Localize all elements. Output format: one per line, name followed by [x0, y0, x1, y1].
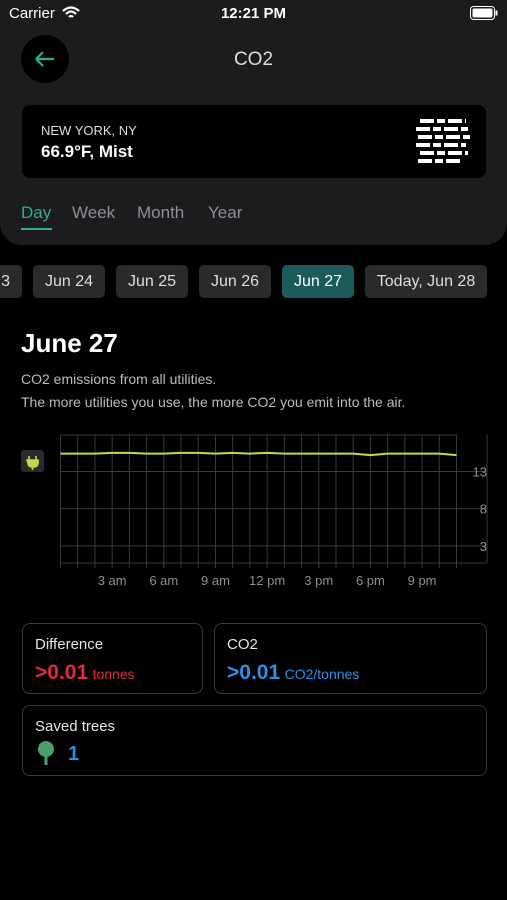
plug-icon: [25, 456, 39, 470]
date-chip[interactable]: Jun 26: [199, 265, 271, 298]
back-button[interactable]: [21, 35, 69, 83]
x-tick-label: 3 pm: [304, 573, 333, 588]
x-tick-label: 9 am: [201, 573, 230, 588]
value: 1: [68, 743, 80, 765]
card-label: Difference: [35, 636, 104, 653]
description-line: The more utilities you use, the more CO2…: [21, 394, 406, 410]
unit: CO2/tonnes: [284, 666, 360, 682]
card-value: >0.01 tonnes: [35, 661, 135, 685]
co2-card: CO2 >0.01 CO2/tonnes: [214, 623, 487, 694]
card-label: Saved trees: [35, 718, 116, 735]
y-tick-label: 13: [473, 464, 487, 479]
x-tick-label: 9 pm: [408, 573, 437, 588]
value: >0.01: [35, 661, 89, 684]
tab[interactable]: Year: [208, 203, 243, 222]
heading: June 27: [21, 328, 118, 358]
card-label: CO2: [227, 636, 258, 653]
date-chip[interactable]: 3: [0, 265, 22, 298]
page-title: CO2: [233, 49, 274, 70]
date-chip[interactable]: Jun 27: [282, 265, 354, 298]
tab[interactable]: Week: [72, 203, 116, 222]
weather-card: NEW YORK, NY 66.9°F, Mist: [22, 105, 486, 178]
unit: tonnes: [92, 666, 135, 682]
carrier: Carrier: [9, 5, 55, 22]
tab-indicator: [21, 228, 52, 230]
date-chip[interactable]: Jun 25: [116, 265, 188, 298]
y-tick-label: 8: [480, 502, 487, 517]
clock: 12:21 PM: [220, 5, 287, 22]
location: NEW YORK, NY: [41, 123, 137, 138]
x-tick-label: 6 am: [149, 573, 178, 588]
value: >0.01: [227, 661, 281, 684]
tree-icon: [38, 741, 54, 765]
battery-icon: [470, 6, 498, 20]
date-chip[interactable]: Jun 24: [33, 265, 105, 298]
chart: 3 8 13 3 am 6 am 9 am 12 pm 3 pm 6 pm 9 pm: [21, 434, 488, 588]
x-tick-label: 12 pm: [249, 573, 285, 588]
difference-card: Difference >0.01 tonnes: [22, 623, 203, 694]
tab[interactable]: Month: [137, 203, 185, 222]
date-chip[interactable]: Today, Jun 28: [365, 265, 487, 298]
trees-card: Saved trees 1: [22, 705, 487, 776]
description-line: CO2 emissions from all utilities.: [21, 371, 217, 387]
card-value: >0.01 CO2/tonnes: [227, 661, 359, 685]
tab[interactable]: Day: [21, 203, 52, 222]
y-tick-label: 3: [480, 539, 487, 554]
mist-icon: [416, 119, 470, 163]
x-tick-label: 6 pm: [356, 573, 385, 588]
series-line: [60, 451, 457, 457]
wifi-icon: [62, 6, 80, 18]
x-tick-label: 3 am: [98, 573, 127, 588]
conditions: 66.9°F, Mist: [41, 142, 133, 161]
